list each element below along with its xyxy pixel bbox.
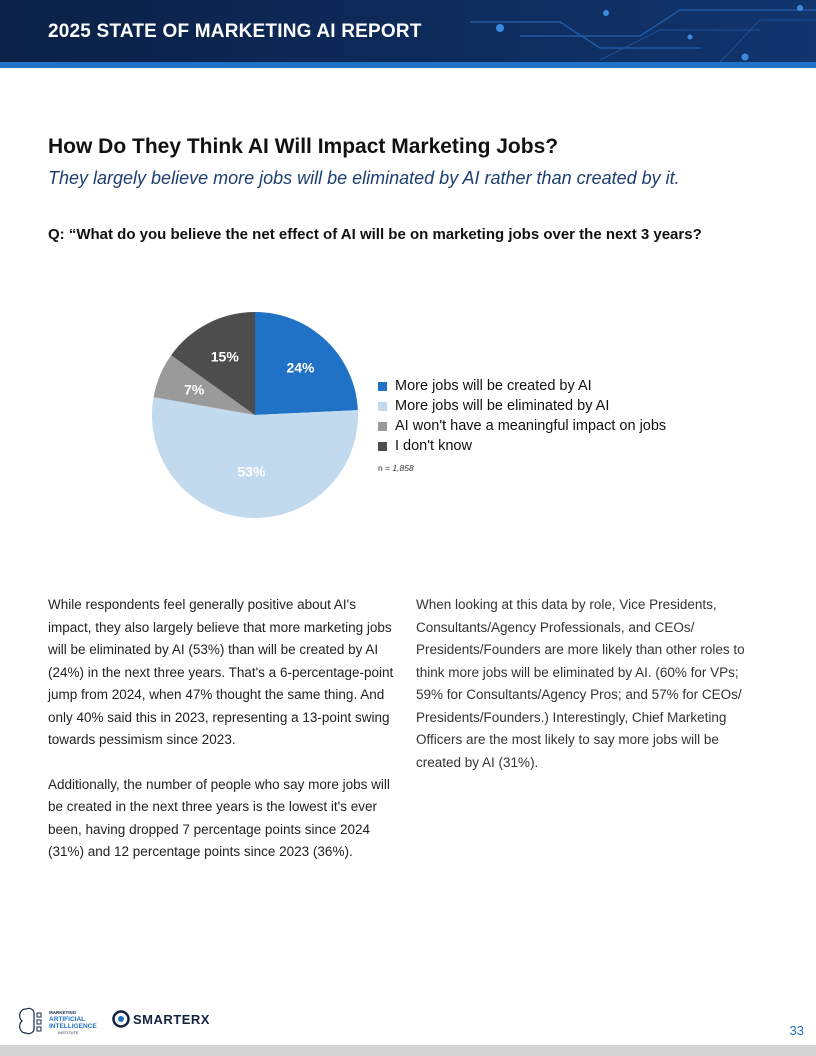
pie-chart: 24% 53% 7% 15% (151, 312, 358, 518)
body-paragraph: While respondents feel generally positiv… (48, 597, 394, 747)
pie-label-ai-won-t-have-a-meaningful-impact-on-jobs: 7% (184, 382, 205, 398)
logo-line: INSTITUTE (58, 1030, 79, 1035)
survey-question: Q: “What do you believe the net effect o… (48, 226, 702, 243)
legend-swatch (378, 441, 387, 451)
pie-slice-i-don-t-know (171, 312, 255, 415)
section-title: How Do They Think AI Will Impact Marketi… (48, 135, 559, 158)
body-paragraph: Additionally, the number of people who s… (48, 776, 390, 860)
body-column-right: When looking at this data by role, Vice … (416, 594, 766, 796)
legend-item: More jobs will be created by AI (378, 376, 666, 396)
circuit-decoration (470, 5, 816, 62)
pie-slice-ai-won-t-have-a-meaningful-impact-on-jobs (153, 355, 255, 415)
legend-item: More jobs will be eliminated by AI (378, 396, 666, 416)
body-column-left: While respondents feel generally positiv… (48, 594, 403, 886)
report-title: 2025 STATE OF MARKETING AI REPORT (48, 21, 422, 42)
smarterx-icon (112, 1010, 130, 1028)
sample-size-note: n = 1,858 (378, 463, 414, 473)
bottom-bar (0, 1045, 816, 1056)
legend-item: AI won't have a meaningful impact on job… (378, 416, 666, 436)
mai-institute-logo: MARKETING ARTIFICIAL INTELLIGENCE INSTIT… (19, 1007, 97, 1035)
body-paragraph: When looking at this data by role, Vice … (416, 597, 745, 770)
legend-swatch (378, 381, 387, 391)
legend-label: More jobs will be created by AI (395, 378, 592, 394)
legend-label: AI won't have a meaningful impact on job… (395, 418, 667, 434)
legend-swatch (378, 401, 387, 411)
smarterx-wordmark: SMARTERX (133, 1011, 210, 1027)
header-stripe (0, 62, 816, 68)
legend-swatch (378, 421, 387, 431)
section-subtitle: They largely believe more jobs will be e… (48, 168, 680, 188)
chart-legend: More jobs will be created by AI More jobs… (378, 376, 666, 456)
pie-slice-more-jobs-will-be-created-by-ai (255, 312, 358, 415)
logo-line: ARTIFICIAL (49, 1016, 85, 1023)
sample-size-value: 1,858 (392, 463, 414, 473)
smarterx-logo: SMARTERX (112, 1010, 210, 1028)
pie-slice-more-jobs-will-be-eliminated-by-ai (151, 397, 358, 518)
legend-label: I don't know (395, 438, 472, 454)
sample-note-prefix: n = (378, 463, 393, 473)
pie-label-more-jobs-will-be-created-by-ai: 24% (286, 359, 315, 375)
legend-label: More jobs will be eliminated by AI (395, 398, 610, 414)
logo-line: MARKETING (49, 1010, 77, 1015)
page-number: 33 (789, 1023, 804, 1038)
pie-label-more-jobs-will-be-eliminated-by-ai: 53% (237, 464, 266, 480)
pie-label-i-don-t-know: 15% (211, 348, 240, 364)
logo-line: INTELLIGENCE (49, 1023, 97, 1030)
page-header: 2025 STATE OF MARKETING AI REPORT (0, 0, 816, 62)
legend-item: I don't know (378, 436, 666, 456)
